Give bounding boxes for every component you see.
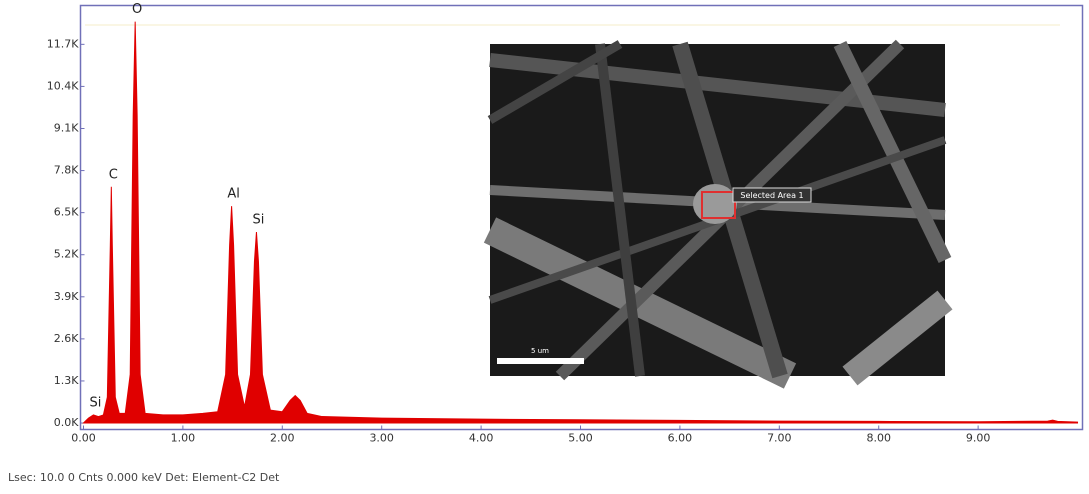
- x-tick-label: 9.00: [966, 432, 991, 445]
- peak-label: O: [132, 2, 142, 17]
- x-tick-label: 0.00: [71, 432, 96, 445]
- inset-label: Selected Area 1: [740, 191, 803, 200]
- peak-label: Al: [227, 187, 240, 202]
- y-tick-label: 0.0K: [54, 416, 79, 429]
- y-tick-label: 6.5K: [54, 206, 79, 219]
- x-tick-label: 7.00: [767, 432, 792, 445]
- peak-label: C: [109, 167, 118, 182]
- x-tick-label: 4.00: [469, 432, 494, 445]
- y-tick-label: 11.7K: [47, 37, 79, 50]
- chart: Lsec: 10.0 0 Cnts 0.000 keV Det: Element…: [0, 0, 1089, 490]
- y-tick-label: 1.3K: [54, 374, 79, 387]
- scale-bar-label: 5 um: [531, 347, 549, 355]
- x-tick-label: 8.00: [866, 432, 891, 445]
- y-tick-label: 10.4K: [47, 79, 79, 92]
- y-tick-label: 7.8K: [54, 164, 79, 177]
- y-tick-label: 5.2K: [54, 248, 79, 261]
- y-tick-label: 3.9K: [54, 290, 79, 303]
- peak-label: Si: [253, 213, 265, 228]
- x-tick-label: 5.00: [568, 432, 593, 445]
- x-tick-label: 1.00: [171, 432, 196, 445]
- y-tick-label: 2.6K: [54, 332, 79, 345]
- peak-label: Si: [89, 395, 101, 410]
- x-tick-label: 6.00: [668, 432, 693, 445]
- x-tick-label: 2.00: [270, 432, 295, 445]
- footer: Lsec: 10.0 0 Cnts 0.000 keV Det: Element…: [8, 471, 280, 484]
- x-tick-label: 3.00: [369, 432, 394, 445]
- sem-image: Selected Area 1 5 um: [490, 44, 945, 376]
- y-tick-label: 9.1K: [54, 121, 79, 134]
